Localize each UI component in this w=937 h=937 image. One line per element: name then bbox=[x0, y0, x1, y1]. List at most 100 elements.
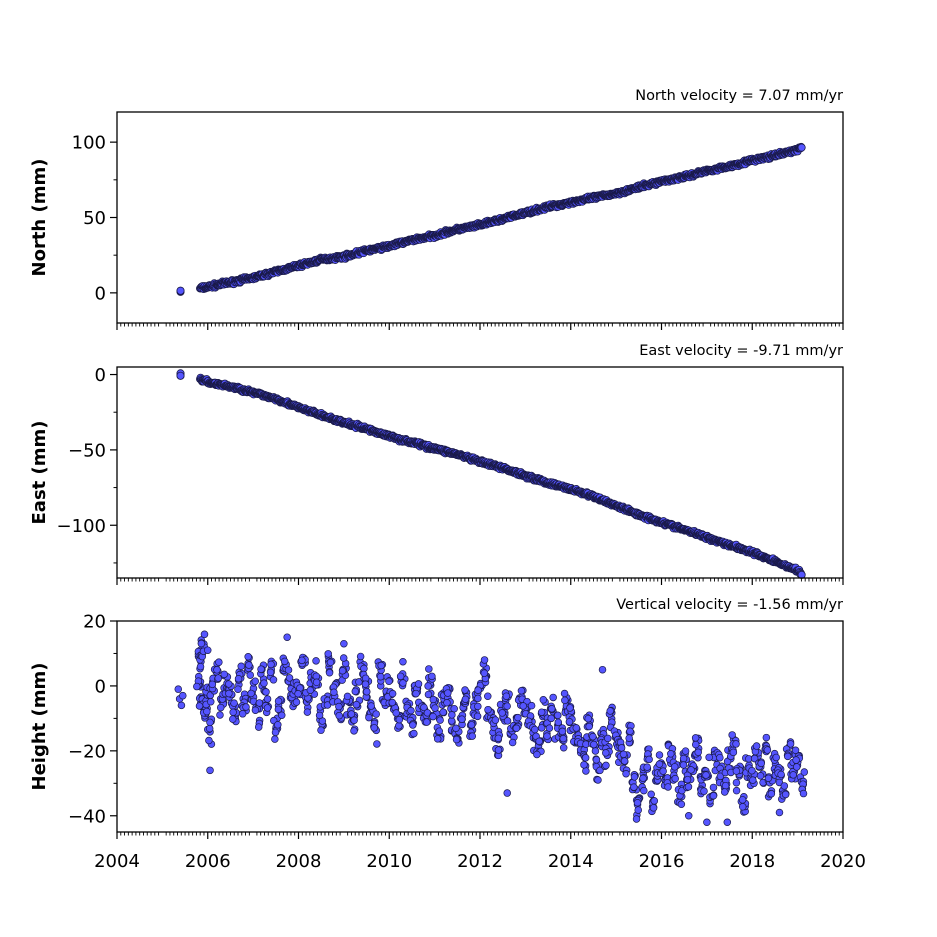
north-panel: 0 50 100 North velocity = 7.07 mm/yr North… bbox=[29, 88, 844, 330]
data-point bbox=[229, 715, 237, 723]
data-point bbox=[263, 695, 272, 703]
data-point bbox=[683, 775, 692, 784]
data-point bbox=[203, 707, 211, 716]
data-point bbox=[671, 763, 679, 771]
data-point bbox=[269, 676, 278, 684]
data-point bbox=[245, 661, 253, 669]
data-point bbox=[376, 672, 385, 681]
data-point bbox=[193, 682, 201, 691]
data-point bbox=[650, 797, 659, 805]
data-point bbox=[234, 685, 242, 693]
height-panel: 200−20−40 2004 2006 2008 2010 2012 2014 2016 20… bbox=[29, 597, 866, 872]
north-y-ticks: 0 50 100 bbox=[72, 133, 117, 304]
data-point bbox=[396, 672, 405, 681]
data-point bbox=[317, 726, 325, 734]
data-point bbox=[649, 804, 658, 812]
east-title: East velocity = -9.71 mm/yr bbox=[639, 343, 843, 359]
data-point bbox=[780, 782, 789, 790]
x-tick-label: 2018 bbox=[729, 851, 775, 872]
data-point bbox=[467, 721, 476, 729]
data-point bbox=[414, 680, 423, 688]
data-point bbox=[545, 724, 554, 732]
data-point bbox=[435, 727, 443, 735]
data-point bbox=[251, 677, 259, 685]
east-x-ticks bbox=[116, 578, 844, 585]
data-point bbox=[604, 734, 612, 743]
data-point bbox=[298, 656, 306, 665]
x-tick-label: 2012 bbox=[457, 851, 503, 872]
data-point bbox=[549, 693, 557, 702]
data-point bbox=[262, 688, 270, 696]
data-point bbox=[339, 654, 348, 662]
data-point bbox=[234, 674, 243, 683]
data-point bbox=[216, 703, 225, 712]
data-point bbox=[216, 711, 224, 719]
x-tick-label: 2006 bbox=[185, 851, 231, 872]
data-point bbox=[716, 753, 724, 762]
y-tick-label: 0 bbox=[95, 365, 106, 386]
data-point bbox=[324, 650, 332, 658]
data-point bbox=[373, 740, 381, 748]
data-point bbox=[619, 750, 628, 758]
data-point bbox=[280, 657, 289, 666]
height-y-ticks: 20 0 −20 −40 bbox=[68, 612, 117, 827]
north-points bbox=[176, 142, 806, 296]
data-point bbox=[791, 746, 800, 754]
data-point bbox=[598, 665, 607, 674]
data-point bbox=[572, 724, 581, 732]
data-point bbox=[312, 678, 321, 687]
data-point bbox=[461, 695, 470, 703]
data-point bbox=[473, 712, 482, 721]
height-y-label: Height (mm) bbox=[29, 663, 50, 791]
data-point bbox=[399, 679, 407, 687]
data-point bbox=[428, 672, 436, 681]
data-point bbox=[267, 660, 275, 669]
x-tick-label: 2004 bbox=[94, 851, 140, 872]
data-point bbox=[594, 776, 602, 784]
data-point bbox=[254, 723, 263, 731]
data-point bbox=[585, 722, 593, 731]
data-point bbox=[617, 744, 626, 752]
height-x-ticks: 2004 2006 2008 2010 2012 2014 2016 2018 2020 bbox=[94, 832, 866, 872]
data-point bbox=[176, 371, 185, 380]
data-point bbox=[237, 662, 245, 671]
data-point bbox=[206, 698, 215, 706]
data-point bbox=[527, 701, 536, 710]
data-point bbox=[343, 692, 352, 701]
data-point bbox=[681, 747, 690, 755]
data-point bbox=[474, 694, 482, 703]
data-point bbox=[763, 746, 772, 754]
data-point bbox=[632, 815, 641, 823]
data-point bbox=[548, 705, 556, 713]
data-point bbox=[220, 670, 228, 679]
data-point bbox=[448, 711, 456, 719]
x-tick-label: 2008 bbox=[276, 851, 322, 872]
data-point bbox=[566, 704, 574, 712]
data-point bbox=[284, 666, 293, 674]
data-point bbox=[630, 773, 639, 781]
data-point bbox=[444, 689, 452, 697]
data-point bbox=[508, 738, 517, 747]
data-point bbox=[260, 679, 268, 687]
y-tick-label: 0 bbox=[95, 676, 106, 697]
data-point bbox=[729, 748, 738, 757]
data-point bbox=[335, 711, 343, 720]
data-point bbox=[274, 721, 282, 729]
data-point bbox=[584, 714, 592, 723]
data-point bbox=[230, 699, 238, 707]
data-point bbox=[251, 706, 260, 714]
east-points bbox=[176, 369, 806, 579]
data-point bbox=[799, 789, 808, 798]
data-point bbox=[700, 787, 708, 795]
data-point bbox=[306, 686, 315, 694]
data-point bbox=[655, 760, 664, 768]
data-point bbox=[351, 687, 360, 696]
data-point bbox=[484, 692, 492, 700]
data-point bbox=[537, 708, 546, 716]
data-point bbox=[352, 700, 361, 709]
data-point bbox=[732, 740, 740, 748]
data-point bbox=[625, 734, 633, 742]
data-point bbox=[303, 708, 312, 716]
data-point bbox=[498, 709, 506, 717]
